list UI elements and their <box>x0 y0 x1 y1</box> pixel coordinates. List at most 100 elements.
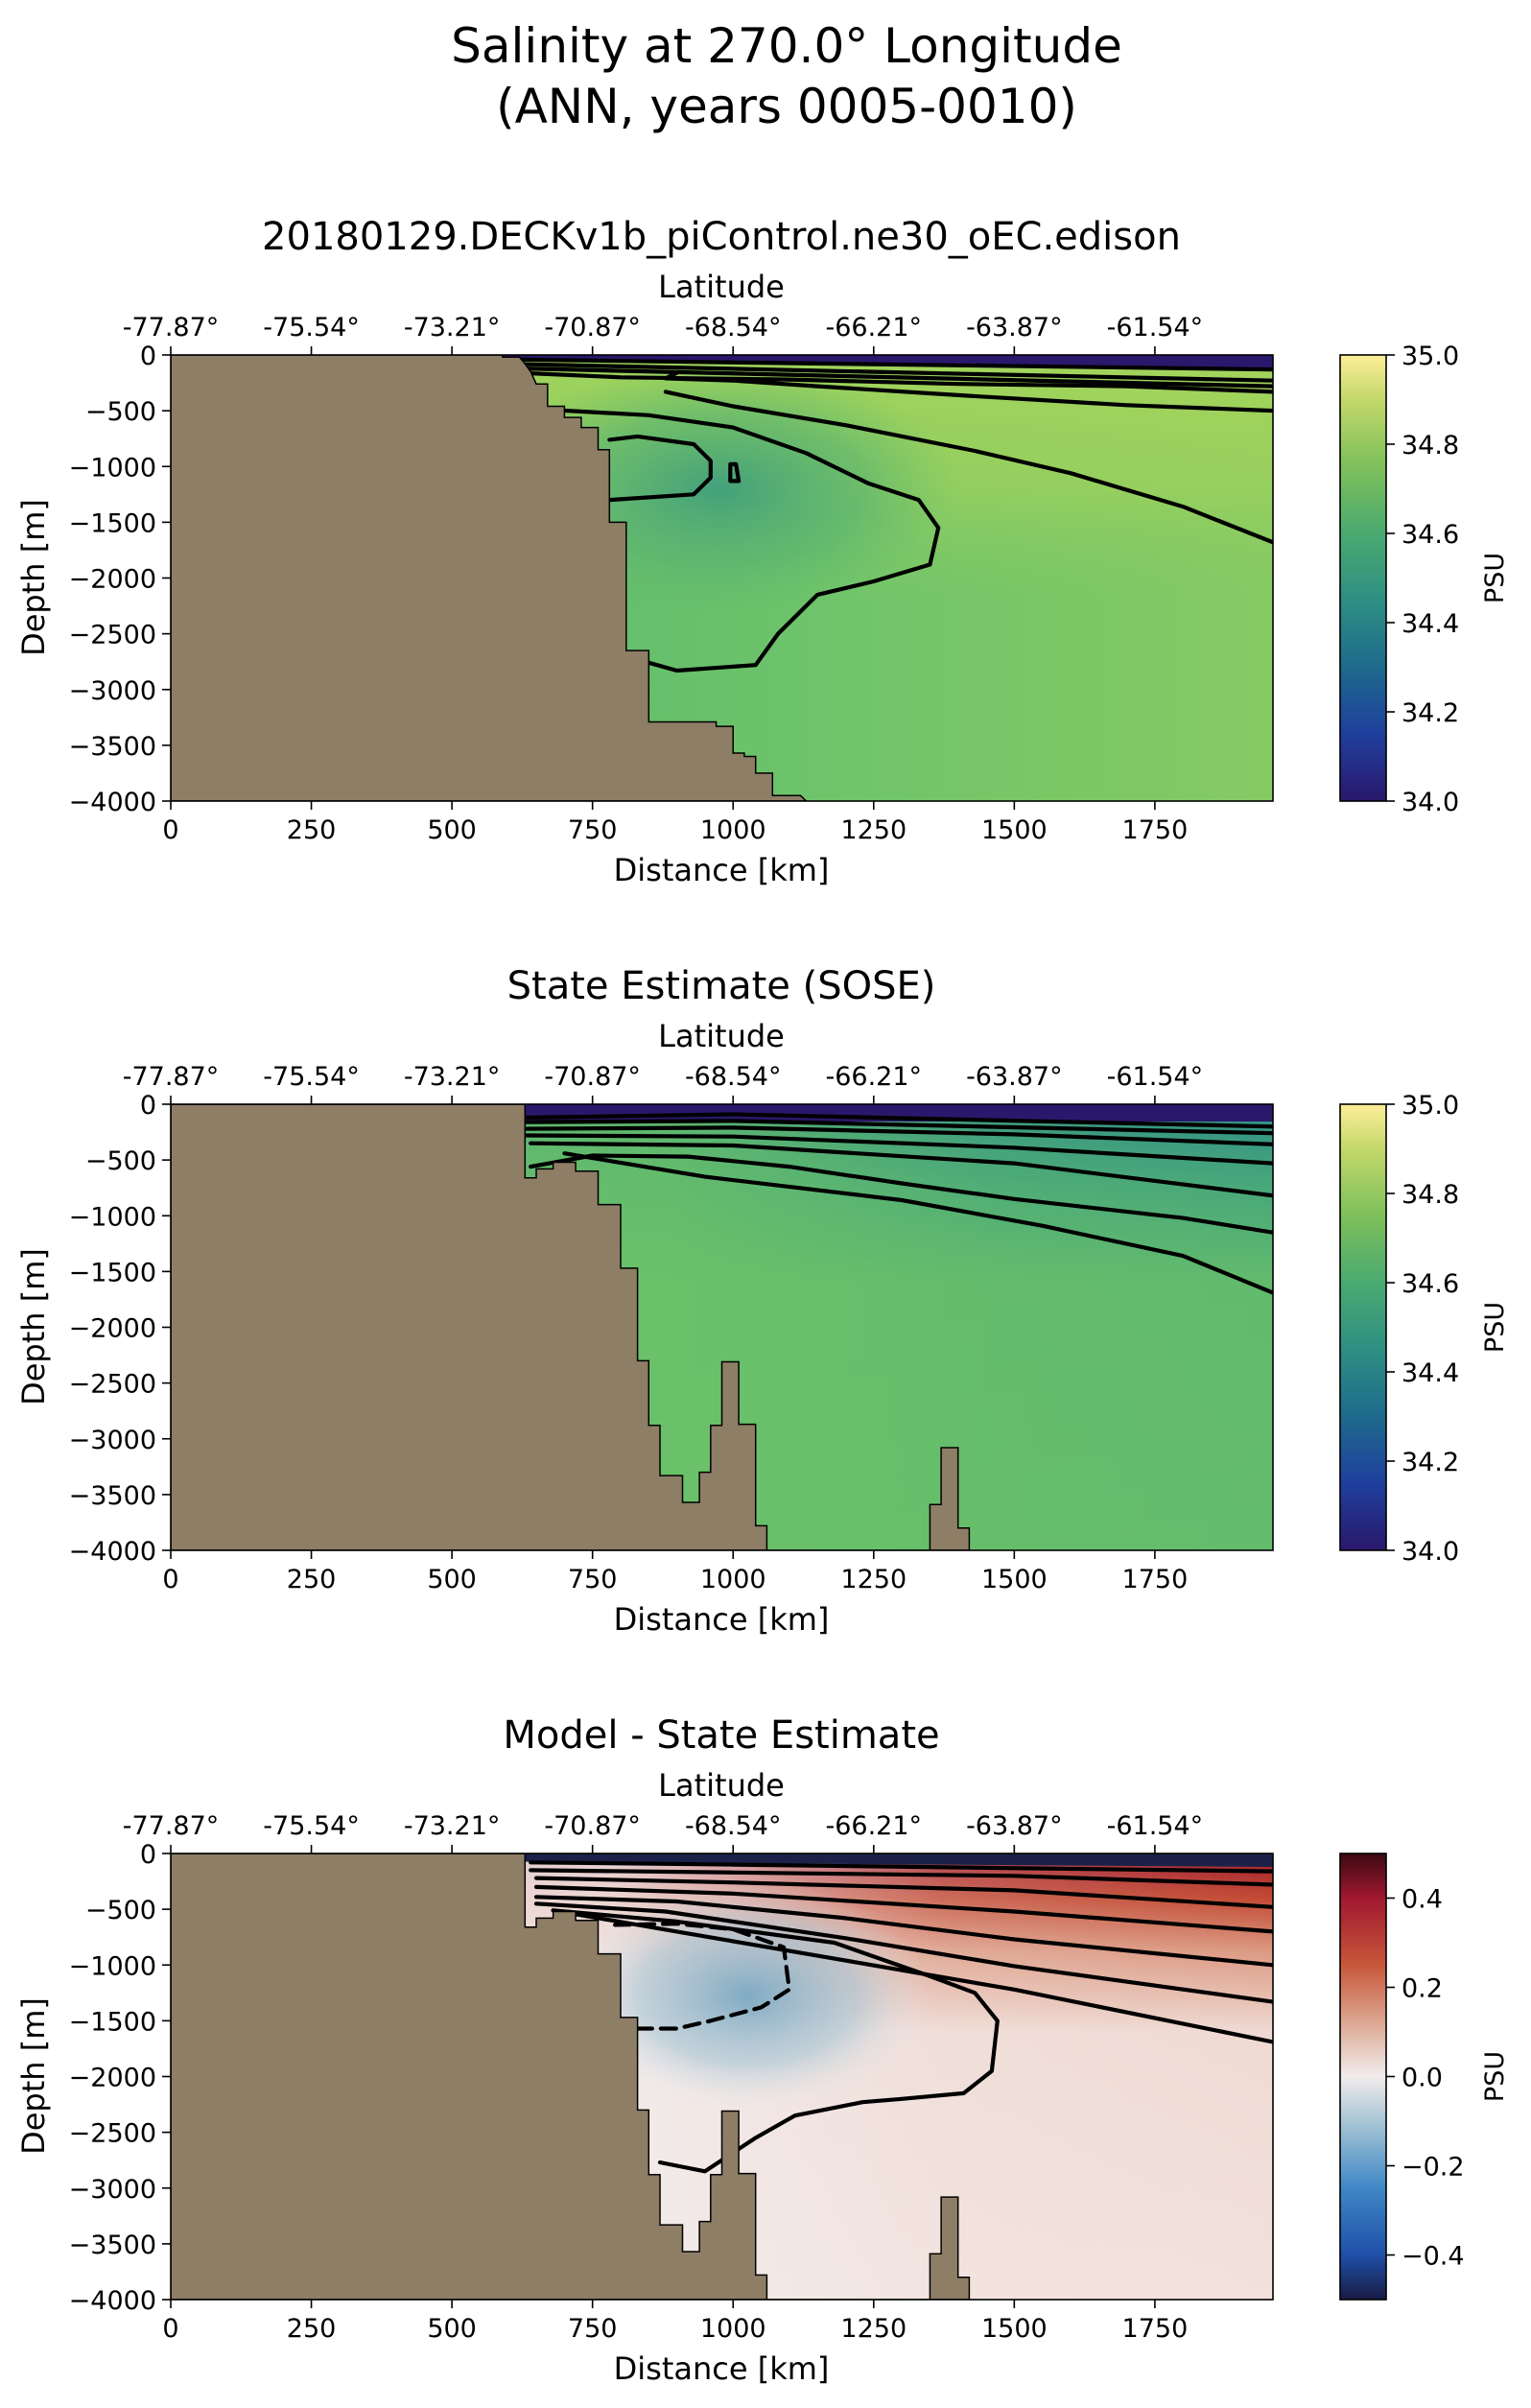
lat-tick-label: -77.87° <box>123 313 220 342</box>
x-axis-label: Distance [km] <box>614 2350 830 2387</box>
contour-line-8 <box>612 1922 791 2031</box>
colorbar-gradient <box>1339 1853 1387 2301</box>
y-tick-label: −1500 <box>69 2007 156 2037</box>
x-tick-label: 1250 <box>840 1565 907 1594</box>
contour-line-3 <box>517 370 1273 394</box>
colorbar-tick-label: 34.6 <box>1401 1269 1459 1299</box>
lat-tick-label: -63.87° <box>966 1811 1063 1841</box>
contours <box>529 1860 1273 2174</box>
lat-tick-label: -61.54° <box>1107 313 1204 342</box>
y-tick-label: 0 <box>140 1091 156 1121</box>
y-tick-label: −2000 <box>69 565 156 595</box>
x-tick-label: 1500 <box>981 815 1048 845</box>
x-tick-label: 1000 <box>700 1565 766 1594</box>
y-tick-label: −1000 <box>69 1951 156 1981</box>
x-tick-label: 750 <box>568 815 618 845</box>
land-area <box>171 1853 971 2300</box>
lat-tick-label: -63.87° <box>966 1062 1063 1092</box>
colorbar-tick-label: 0.0 <box>1401 2064 1443 2093</box>
colorbar-tick-label: 34.2 <box>1401 1448 1459 1477</box>
contour-line-1 <box>523 1119 1273 1136</box>
panel-title: 20180129.DECKv1b_piControl.ne30_oEC.edis… <box>262 215 1181 259</box>
x-tick-label: 750 <box>568 1565 618 1594</box>
y-tick-label: −2500 <box>69 621 156 650</box>
lat-tick-label: -66.21° <box>826 313 923 342</box>
land-area <box>171 1104 971 1550</box>
land-area <box>171 355 808 801</box>
colorbar-gradient <box>1339 1103 1387 1551</box>
top-axis-label: Latitude <box>658 1018 785 1054</box>
y-tick-label: −1500 <box>69 1258 156 1287</box>
panel-difference: Model - State Estimate Latitude 0 250 500 7… <box>15 1713 1510 2387</box>
lat-tick-label: -75.54° <box>263 313 360 342</box>
figure-title-line2: (ANN, years 0005-0010) <box>496 79 1077 134</box>
x-tick-label: 1500 <box>981 1565 1048 1594</box>
contour-line-4 <box>663 370 1273 413</box>
lat-tick-label: -70.87° <box>544 1062 641 1092</box>
x-tick-label: 1250 <box>840 815 907 845</box>
lat-tick-label: -66.21° <box>826 1811 923 1841</box>
y-tick-label: −4000 <box>69 2286 156 2316</box>
y-tick-label: −2500 <box>69 1370 156 1400</box>
lat-tick-label: -68.54° <box>685 313 782 342</box>
x-tick-label: 1750 <box>1122 1565 1189 1594</box>
top-axis-label: Latitude <box>658 1767 785 1804</box>
y-tick-label: −2000 <box>69 2064 156 2093</box>
contour-line-5 <box>529 1153 1273 1235</box>
lat-tick-label: -73.21° <box>404 313 501 342</box>
y-tick-label: −1000 <box>69 1202 156 1232</box>
contour-line-4 <box>533 1895 1273 1968</box>
colorbar-tick-label: 34.4 <box>1401 1358 1459 1388</box>
y-tick-label: 0 <box>140 342 156 371</box>
lat-tick-label: -66.21° <box>826 1062 923 1092</box>
lat-tick-label: -61.54° <box>1107 1811 1204 1841</box>
y-axis-label: Depth [m] <box>15 1997 52 2155</box>
y-tick-label: −3500 <box>69 732 156 762</box>
x-tick-label: 0 <box>162 1565 178 1594</box>
contours <box>523 1112 1273 1295</box>
colorbar-tick-label: 34.6 <box>1401 520 1459 550</box>
y-tick-label: −3500 <box>69 1481 156 1511</box>
figure-title-line1: Salinity at 270.0° Longitude <box>451 18 1122 74</box>
top-axis-label: Latitude <box>658 269 785 305</box>
lat-tick-label: -75.54° <box>263 1811 360 1841</box>
colorbar-tick-label: 34.2 <box>1401 698 1459 728</box>
field-layer <box>171 1104 1273 1550</box>
contour-line-3 <box>523 1133 1273 1166</box>
contour-line-5 <box>663 390 1273 545</box>
lat-tick-label: -61.54° <box>1107 1062 1204 1092</box>
lat-tick-label: -73.21° <box>404 1062 501 1092</box>
x-tick-label: 1000 <box>700 815 766 845</box>
x-tick-label: 500 <box>427 815 477 845</box>
x-tick-label: 1750 <box>1122 2314 1189 2344</box>
panel-model: 20180129.DECKv1b_piControl.ne30_oEC.edis… <box>15 215 1510 888</box>
colorbar-label: PSU <box>1480 553 1510 603</box>
colorbar-gradient <box>1339 354 1387 802</box>
colorbar-tick-label: 34.0 <box>1401 1537 1459 1567</box>
y-tick-label: −3000 <box>69 1426 156 1455</box>
x-tick-label: 250 <box>287 815 337 845</box>
colorbar-label: PSU <box>1480 1302 1510 1353</box>
x-tick-label: 0 <box>162 2314 178 2344</box>
y-tick-label: −2500 <box>69 2119 156 2149</box>
lat-tick-label: -73.21° <box>404 1811 501 1841</box>
colorbar-tick-label: 0.4 <box>1401 1885 1443 1915</box>
lat-tick-label: -68.54° <box>685 1062 782 1092</box>
contour-line-2 <box>511 366 1273 389</box>
y-tick-label: −2000 <box>69 1314 156 1344</box>
colorbar-tick-label: 34.0 <box>1401 788 1459 817</box>
y-tick-label: −3500 <box>69 2231 156 2260</box>
contour-line-0 <box>500 357 1273 372</box>
colorbar-tick-label: −0.2 <box>1401 2153 1465 2183</box>
lat-tick-label: -77.87° <box>123 1811 220 1841</box>
colorbar-tick-label: 35.0 <box>1401 1091 1459 1121</box>
field-layer <box>171 355 1273 801</box>
x-tick-label: 1000 <box>700 2314 766 2344</box>
contour-line-6 <box>562 1151 1273 1295</box>
panel-title: State Estimate (SOSE) <box>507 964 936 1008</box>
x-tick-label: 0 <box>162 815 178 845</box>
contours <box>500 357 1273 673</box>
colorbar-tick-label: 34.4 <box>1401 609 1459 639</box>
contour-line-7 <box>728 461 742 484</box>
